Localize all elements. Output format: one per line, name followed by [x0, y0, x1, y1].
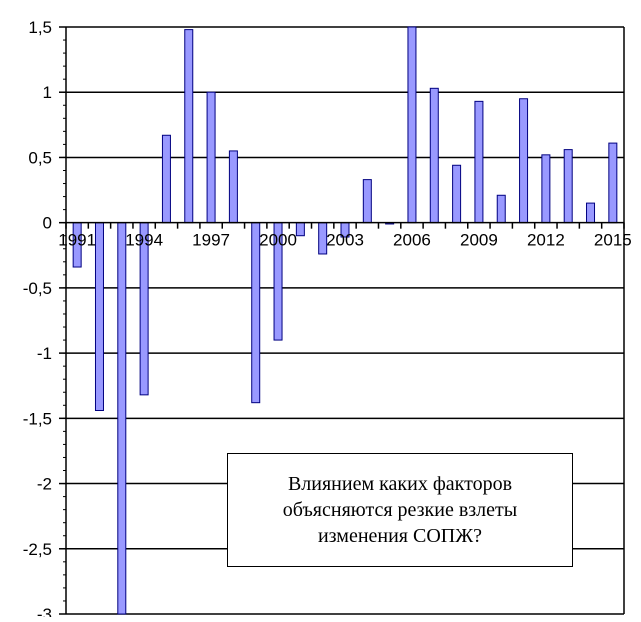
- bar: [207, 92, 215, 222]
- bar: [475, 101, 483, 222]
- y-tick-label: 0: [43, 214, 52, 233]
- x-tick-label: 2015: [594, 231, 632, 250]
- x-tick-label: 1997: [192, 231, 230, 250]
- x-tick-label: 1991: [58, 231, 96, 250]
- x-tick-label: 2009: [460, 231, 498, 250]
- bar: [453, 165, 461, 222]
- annotation-box: Влиянием каких факторов объясняются резк…: [227, 453, 573, 567]
- bar: [542, 155, 550, 223]
- bar: [408, 27, 416, 223]
- bar: [587, 203, 595, 223]
- y-tick-label: -1: [37, 344, 52, 363]
- y-tick-labels: 1,5 1 0,5 0 -0,5 -1 -1,5 -2 -2,5 -3: [23, 18, 52, 617]
- bar: [95, 223, 103, 411]
- y-tick-label: -1,5: [23, 409, 52, 428]
- x-tick-labels: 1991 1994 1997 2000 2003 2006 2009 2012 2015: [58, 231, 632, 250]
- x-tick-label: 2006: [393, 231, 431, 250]
- y-tick-label: 1: [43, 83, 52, 102]
- bar: [296, 223, 304, 236]
- bar: [497, 195, 505, 222]
- bar: [162, 135, 170, 222]
- bar: [430, 88, 438, 222]
- bar: [564, 150, 572, 223]
- bar: [609, 143, 617, 223]
- annotation-text: Влиянием каких факторов объясняются резк…: [283, 471, 517, 549]
- x-tick-label: 2012: [527, 231, 565, 250]
- x-tick-label: 2000: [259, 231, 297, 250]
- y-tick-label: 1,5: [28, 18, 52, 37]
- bar: [520, 99, 528, 223]
- y-tick-label: -2: [37, 475, 52, 494]
- y-tick-label: -0,5: [23, 279, 52, 298]
- y-tick-label: 0,5: [28, 148, 52, 167]
- x-tick-label: 1994: [125, 231, 163, 250]
- bar: [229, 151, 237, 223]
- bar: [118, 223, 126, 614]
- bar: [363, 180, 371, 223]
- x-tick-label: 2003: [326, 231, 364, 250]
- y-tick-label: -2,5: [23, 540, 52, 559]
- bar: [185, 30, 193, 223]
- y-tick-label: -3: [37, 605, 52, 617]
